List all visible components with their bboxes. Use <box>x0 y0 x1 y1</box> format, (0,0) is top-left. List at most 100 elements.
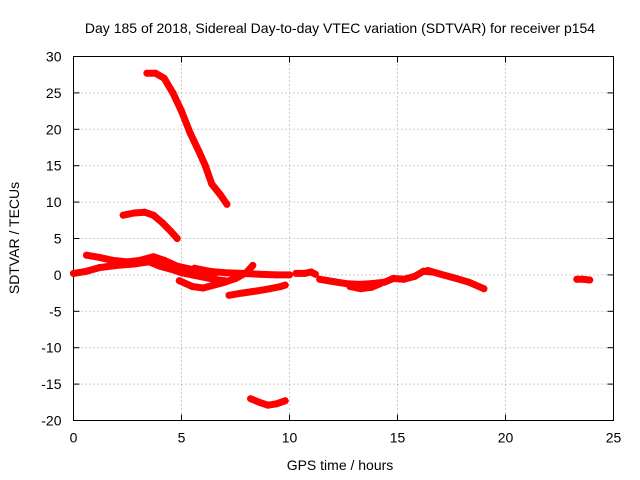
y-tick-label: 10 <box>46 194 62 210</box>
data-point <box>199 273 207 281</box>
data-point <box>119 211 127 219</box>
data-point <box>424 267 432 274</box>
data-point <box>255 398 263 406</box>
data-point <box>83 267 90 275</box>
y-tick-label: -5 <box>49 303 62 319</box>
data-point <box>437 270 445 278</box>
x-tick-label: 5 <box>178 430 186 446</box>
data-point <box>301 269 309 277</box>
data-point <box>141 208 149 216</box>
data-point <box>216 191 224 199</box>
data-point <box>264 401 272 409</box>
data-point <box>376 280 384 288</box>
x-axis-label: GPS time / hours <box>287 457 394 473</box>
series-line <box>346 280 384 293</box>
x-tick-label: 15 <box>390 430 406 446</box>
y-axis-label: SDTVAR / TECUs <box>6 182 22 294</box>
chart-title: Day 185 of 2018, Sidereal Day-to-day VTE… <box>85 20 595 36</box>
data-point <box>465 278 473 286</box>
data-point <box>281 397 289 405</box>
data-point <box>273 271 280 279</box>
data-point <box>210 281 218 289</box>
data-point <box>292 269 300 277</box>
series-arc-high <box>143 69 231 208</box>
data-point <box>188 283 196 290</box>
grid <box>73 56 614 421</box>
data-point <box>238 289 246 297</box>
data-point <box>188 271 196 279</box>
series-arc-base-4 <box>191 264 293 279</box>
data-point <box>143 69 151 77</box>
data-point <box>173 262 181 270</box>
y-tick-label: -15 <box>41 376 61 392</box>
series-arc-base-8 <box>346 280 384 293</box>
data-point <box>160 74 168 82</box>
data-point <box>273 400 280 408</box>
y-tick-label: -10 <box>41 340 61 356</box>
data-point <box>158 219 166 226</box>
data-point <box>368 283 376 291</box>
y-tick-label: 0 <box>54 267 62 283</box>
x-tick-label: 20 <box>498 430 514 446</box>
data-point <box>160 256 168 264</box>
data-point <box>83 251 90 259</box>
series-arc-late <box>573 275 594 284</box>
data-point <box>579 275 587 283</box>
y-tick-label: 15 <box>46 158 62 174</box>
data-point <box>178 107 185 115</box>
y-tick-label: 25 <box>46 85 62 101</box>
data-point <box>281 281 289 289</box>
data-point <box>191 264 198 272</box>
data-point <box>169 89 177 97</box>
data-point <box>108 256 116 264</box>
series-arc-mid <box>119 208 181 242</box>
data-point <box>124 258 131 266</box>
data-point <box>137 256 144 264</box>
data-point <box>253 287 261 295</box>
data-point <box>95 253 103 261</box>
data-point <box>480 285 488 293</box>
data-point <box>70 269 77 277</box>
data-point <box>311 270 319 278</box>
tick-labels: 0 5 10 15 20 25 -20 -15 -10 -5 0 5 10 15 20 25 30 <box>41 49 621 446</box>
series-arc-base-6 <box>292 268 319 278</box>
data-point <box>357 285 365 293</box>
data-point <box>400 275 408 283</box>
data-point <box>95 264 103 272</box>
data-point <box>286 271 293 279</box>
data-point <box>411 272 419 280</box>
y-tick-label: -20 <box>41 413 61 429</box>
data-point <box>247 395 255 403</box>
data-point <box>329 278 337 285</box>
data-point <box>225 291 233 299</box>
data-point <box>221 269 229 277</box>
data-point <box>149 211 157 219</box>
x-tick-label: 0 <box>70 430 78 446</box>
data-point <box>167 227 175 235</box>
y-tick-label: 5 <box>54 231 62 247</box>
data-point <box>223 200 231 208</box>
x-tick-label: 25 <box>606 430 622 446</box>
data-point <box>586 276 594 284</box>
data-point <box>232 275 239 282</box>
data-point <box>573 275 581 283</box>
data-point <box>266 285 274 293</box>
data-point <box>316 275 324 283</box>
data-point <box>195 147 203 155</box>
data-point <box>149 253 157 261</box>
data-point <box>221 278 229 286</box>
data-point <box>346 283 354 290</box>
series-arc-base-5 <box>225 281 289 299</box>
data-point <box>152 69 160 77</box>
x-tick-label: 10 <box>282 430 298 446</box>
series-arc-base-1 <box>70 258 229 285</box>
data-point <box>238 269 246 277</box>
data-point <box>249 261 257 269</box>
data-point <box>173 235 181 242</box>
data-point <box>201 162 209 170</box>
plot-frame <box>73 56 614 421</box>
series-arc-low <box>247 395 289 409</box>
y-tick-label: 20 <box>46 121 62 137</box>
data-point <box>208 180 216 188</box>
